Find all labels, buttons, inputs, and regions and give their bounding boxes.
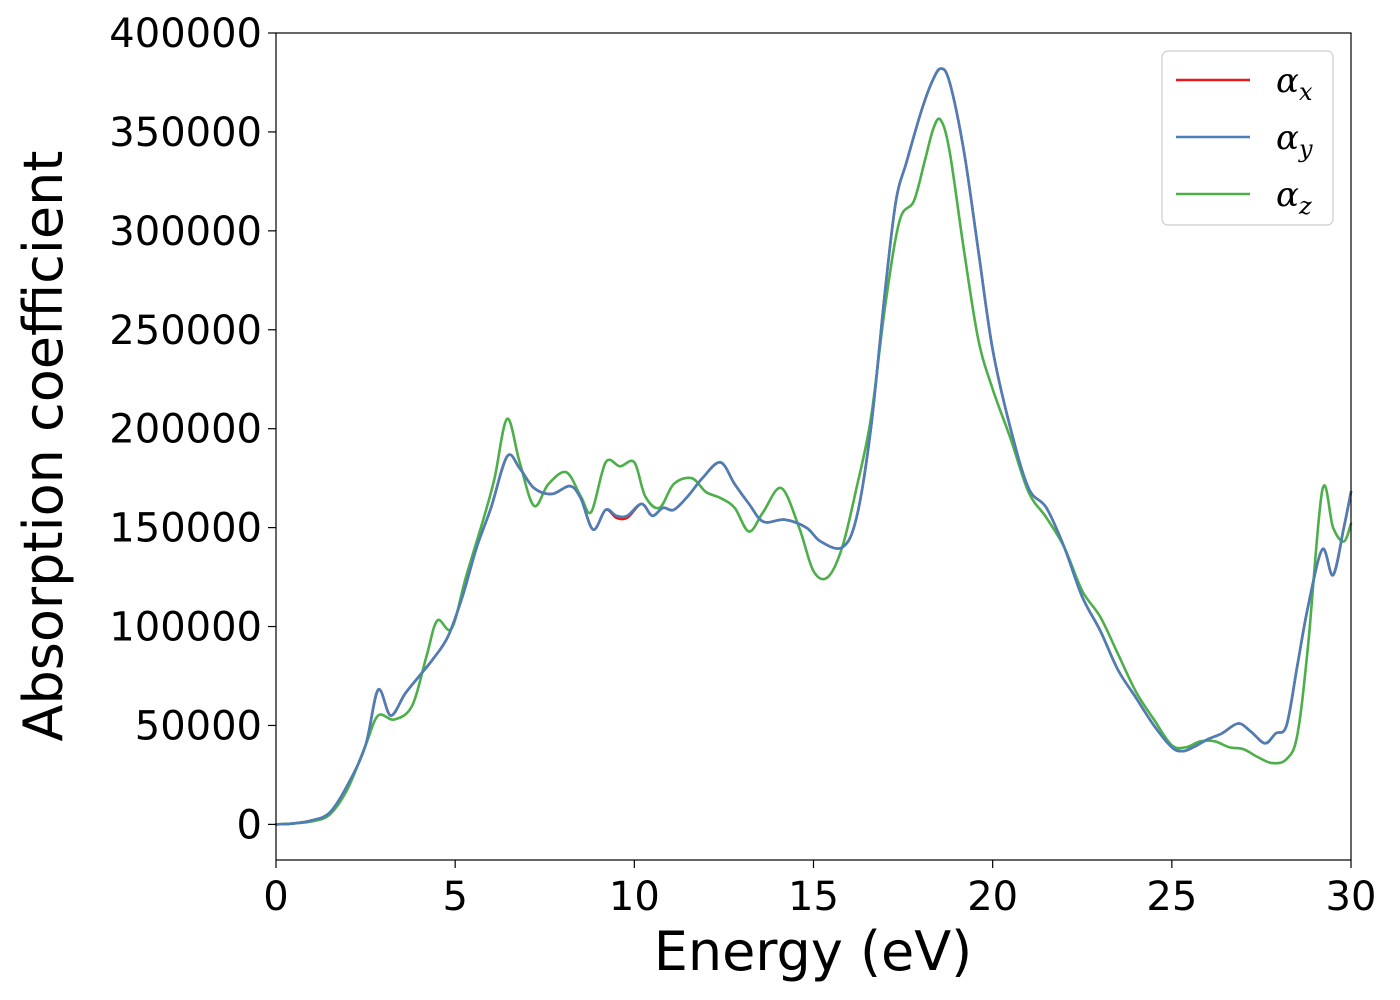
x-tick-label: 5 <box>442 874 467 920</box>
y-tick-label: 150000 <box>109 506 262 552</box>
y-tick-label: 400000 <box>109 11 262 57</box>
x-tick-label: 15 <box>788 874 839 920</box>
y-tick-label: 200000 <box>109 407 262 453</box>
y-tick-label: 300000 <box>109 209 262 255</box>
x-tick-label: 0 <box>263 874 288 920</box>
x-tick-label: 20 <box>967 874 1018 920</box>
y-tick-label: 100000 <box>109 605 262 651</box>
legend-label-x: αx <box>1276 61 1313 106</box>
y-tick-label: 50000 <box>135 703 262 749</box>
y-tick-label: 250000 <box>109 308 262 354</box>
x-tick-label: 25 <box>1146 874 1197 920</box>
x-axis-ticks: 0 5 10 15 20 25 30 <box>263 860 1376 920</box>
y-axis-ticks: 0 50000 100000 150000 200000 250000 300000 3500… <box>109 11 276 848</box>
x-tick-label: 10 <box>609 874 660 920</box>
series-line-y <box>274 67 1353 826</box>
legend-label-z: αz <box>1276 175 1312 220</box>
y-axis-label: Absorption coefficient <box>12 151 75 742</box>
x-axis-label: Energy (eV) <box>654 920 973 983</box>
series-layer <box>274 67 1353 826</box>
x-tick-label: 30 <box>1326 874 1377 920</box>
y-tick-label: 350000 <box>109 110 262 156</box>
y-tick-label: 0 <box>237 802 262 848</box>
legend: αx αy αz <box>1161 50 1334 226</box>
legend-label-y: αy <box>1276 118 1313 163</box>
